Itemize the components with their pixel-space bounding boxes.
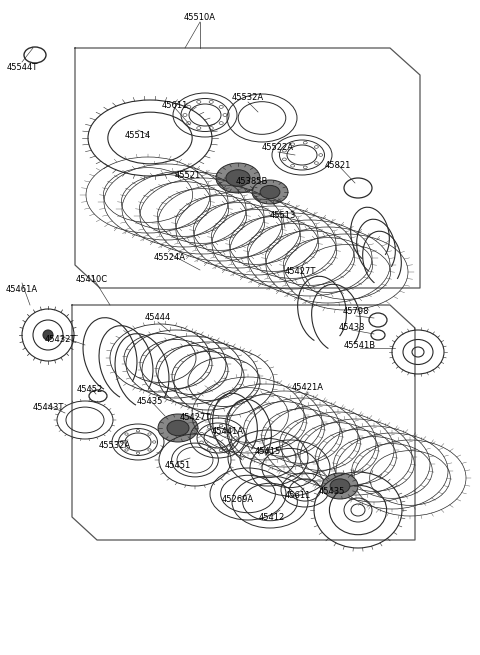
Text: 45510A: 45510A bbox=[184, 14, 216, 22]
Text: 45521: 45521 bbox=[175, 170, 201, 179]
Text: 45544T: 45544T bbox=[6, 64, 37, 73]
Text: 45421A: 45421A bbox=[292, 383, 324, 392]
Ellipse shape bbox=[158, 414, 198, 442]
Text: 45532A: 45532A bbox=[99, 441, 131, 449]
Text: 45427T: 45427T bbox=[180, 413, 211, 422]
Text: 45821: 45821 bbox=[325, 160, 351, 170]
Ellipse shape bbox=[330, 479, 350, 493]
Ellipse shape bbox=[322, 473, 358, 499]
Text: 45461A: 45461A bbox=[6, 286, 38, 295]
Text: 45513: 45513 bbox=[270, 210, 296, 219]
Text: 45412: 45412 bbox=[259, 514, 285, 523]
Text: 45611: 45611 bbox=[162, 100, 188, 109]
Text: 45415: 45415 bbox=[255, 447, 281, 457]
Ellipse shape bbox=[167, 421, 189, 436]
Text: 45611: 45611 bbox=[285, 491, 311, 500]
Text: 45451: 45451 bbox=[165, 460, 191, 470]
Ellipse shape bbox=[216, 163, 260, 193]
Text: 45443T: 45443T bbox=[32, 403, 64, 413]
Text: 45435: 45435 bbox=[319, 487, 345, 496]
Text: 45385B: 45385B bbox=[236, 178, 268, 187]
Ellipse shape bbox=[226, 170, 250, 186]
Text: 45532A: 45532A bbox=[232, 94, 264, 102]
Text: 45452: 45452 bbox=[77, 386, 103, 394]
Text: 45435: 45435 bbox=[137, 398, 163, 407]
Text: 45514: 45514 bbox=[125, 130, 151, 140]
Text: 45269A: 45269A bbox=[222, 495, 254, 504]
Text: 45410C: 45410C bbox=[76, 276, 108, 284]
Text: 45433: 45433 bbox=[339, 324, 365, 333]
Text: 45432T: 45432T bbox=[44, 335, 76, 345]
Text: 45524A: 45524A bbox=[154, 253, 186, 263]
Text: 45444: 45444 bbox=[145, 314, 171, 322]
Ellipse shape bbox=[252, 180, 288, 204]
Text: 45798: 45798 bbox=[343, 307, 369, 316]
Text: 45541B: 45541B bbox=[344, 341, 376, 350]
Ellipse shape bbox=[43, 330, 53, 340]
Text: 45441A: 45441A bbox=[212, 428, 244, 436]
Ellipse shape bbox=[260, 185, 280, 198]
Text: 45522A: 45522A bbox=[262, 143, 294, 153]
Text: 45427T: 45427T bbox=[284, 267, 316, 276]
